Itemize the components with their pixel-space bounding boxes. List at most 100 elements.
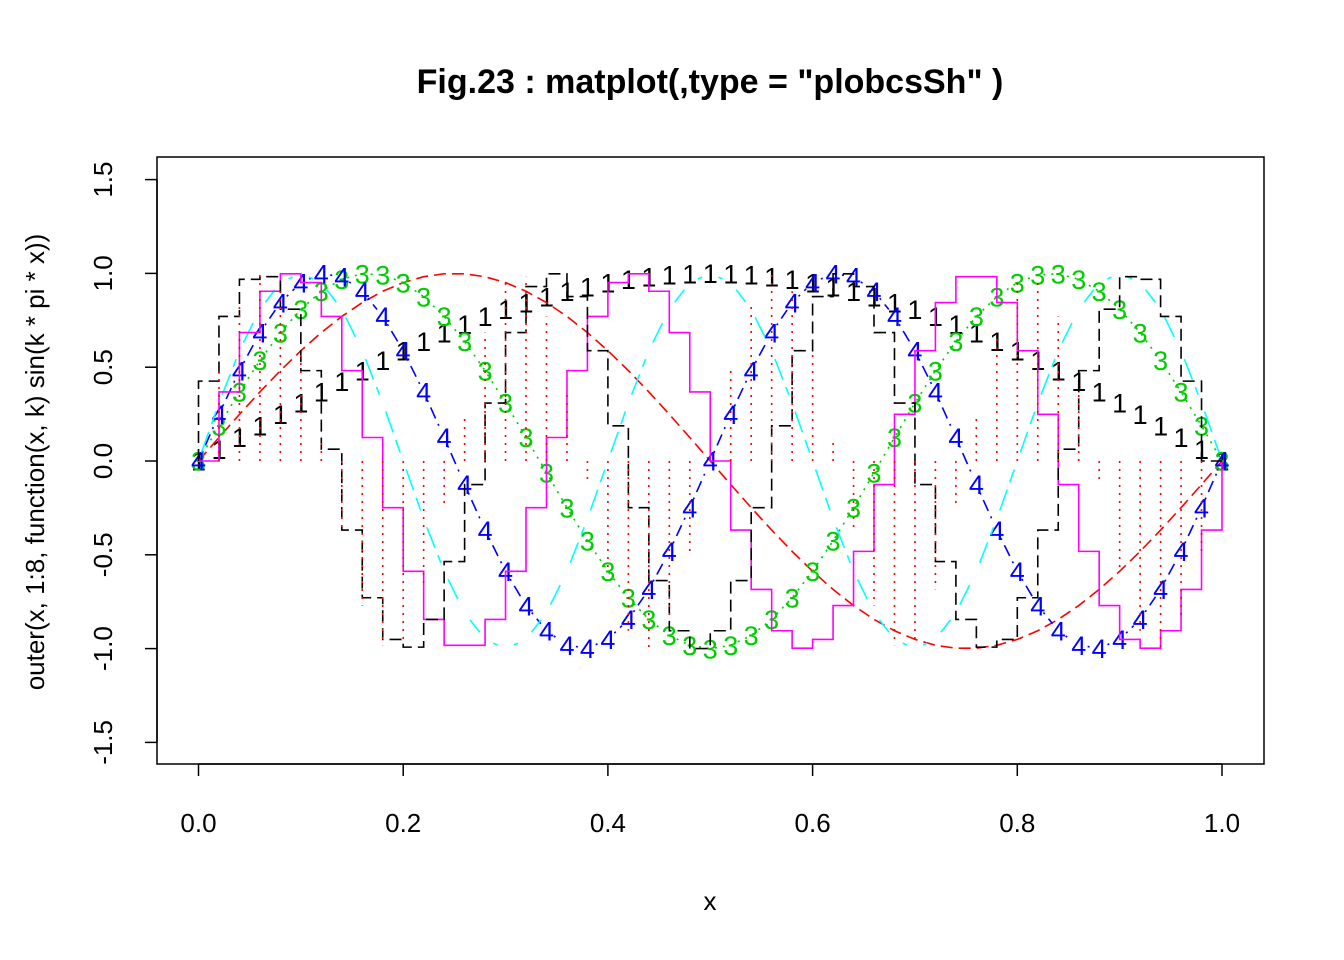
- series-5-segment: [1019, 411, 1036, 453]
- series-4-point: 4: [1051, 616, 1066, 646]
- series-5-segment: [902, 642, 908, 646]
- series-5-segment: [405, 469, 422, 511]
- series-1-point: 1: [969, 318, 984, 348]
- series-4-segment: [776, 309, 788, 326]
- series-5-segment: [492, 642, 498, 646]
- series-4-point: 4: [334, 262, 349, 292]
- series-1-point: 1: [416, 327, 431, 357]
- series-5-segment: [1203, 411, 1220, 453]
- series-5-segment: [469, 619, 481, 633]
- series-5-segment: [922, 642, 928, 646]
- series-4-point: 4: [1030, 591, 1045, 621]
- series-3-line: [197, 272, 1223, 650]
- series-1-point: 1: [703, 259, 718, 289]
- series-5-segment: [384, 411, 401, 453]
- x-tick-label: 0.2: [385, 808, 421, 838]
- series-5-segment: [589, 469, 606, 511]
- series-7-step: [197, 272, 1222, 650]
- series-4-point: 4: [764, 318, 779, 348]
- series-1-point: 1: [989, 327, 1004, 357]
- series-7: [197, 272, 1222, 650]
- series-4-point: 4: [355, 277, 370, 307]
- series-4-segment: [595, 642, 600, 646]
- y-tick-label: -1.0: [88, 626, 118, 671]
- series-4-point: 4: [539, 616, 554, 646]
- series-4-point: 4: [866, 277, 881, 307]
- series-1-point: 1: [805, 268, 820, 298]
- series-1-point: 1: [232, 423, 247, 453]
- series-1-point: 1: [846, 277, 861, 307]
- series-5-segment: [794, 411, 811, 453]
- series-3-point: 3: [641, 605, 656, 635]
- series-4-point: 4: [580, 634, 595, 664]
- series-5-segment: [447, 578, 462, 606]
- series-5-segment: [735, 289, 747, 303]
- series-4-segment: [613, 625, 623, 634]
- y-tick-label: -0.5: [88, 532, 118, 577]
- series-4-segment: [1164, 558, 1178, 582]
- series-5-segment: [754, 316, 769, 344]
- series-1-point: 1: [907, 295, 922, 325]
- series-3-point: 3: [928, 356, 943, 386]
- series-5-segment: [308, 276, 314, 280]
- series-5-segment: [856, 578, 871, 606]
- series-3-point: 3: [396, 268, 411, 298]
- series-4-point: 4: [396, 336, 411, 366]
- series-3-point: 3: [1030, 261, 1045, 291]
- series-4-segment: [201, 422, 217, 454]
- series-4-point: 4: [1071, 631, 1086, 661]
- series-5-segment: [959, 578, 974, 606]
- series-1-point: 1: [826, 272, 841, 302]
- series-1-point: 1: [1174, 423, 1189, 453]
- series-5-segment: [1061, 316, 1076, 344]
- series-5-segment: [1083, 289, 1095, 303]
- series-5-segment: [1183, 358, 1199, 395]
- series-5-segment: [1163, 316, 1178, 344]
- series-4-segment: [754, 340, 769, 364]
- series-3-point: 3: [785, 583, 800, 613]
- series-4-segment: [509, 578, 523, 599]
- y-tick-label: 1.5: [88, 162, 118, 198]
- series-5-segment: [718, 276, 723, 280]
- series-3-point: 3: [293, 295, 308, 325]
- series-4-segment: [1021, 578, 1034, 599]
- series-4-point: 4: [1133, 605, 1148, 635]
- series-1-point: 1: [785, 265, 800, 295]
- series-4-segment: [820, 276, 826, 280]
- series-5-segment: [610, 411, 627, 453]
- series-4-point: 4: [989, 516, 1004, 546]
- series-4-segment: [938, 399, 953, 430]
- series-1-point: 1: [1092, 378, 1107, 408]
- series-4-point: 4: [1174, 537, 1189, 567]
- series-3-point: 3: [1092, 277, 1107, 307]
- series-5-segment: [242, 316, 257, 344]
- series-3-point: 3: [1051, 259, 1066, 289]
- series-4-point: 4: [437, 423, 452, 453]
- series-4-point: 4: [478, 516, 493, 546]
- chart-title: Fig.23 : matplot(,type = "plobcsSh" ): [417, 63, 1004, 101]
- series-5-segment: [326, 289, 337, 303]
- series-1-point: 1: [539, 282, 554, 312]
- series-1-point: 1: [252, 412, 267, 442]
- series-5-segment: [221, 358, 237, 395]
- series-4-point: 4: [887, 302, 902, 332]
- x-tick-label: 1.0: [1204, 808, 1240, 838]
- series-3-point: 3: [1133, 318, 1148, 348]
- series-5-segment: [697, 276, 703, 280]
- series-3-point: 3: [375, 261, 390, 291]
- series-3-point: 3: [437, 302, 452, 332]
- series-5-segment: [835, 527, 852, 564]
- series-1-point: 1: [580, 272, 595, 302]
- series-1-point: 1: [498, 295, 513, 325]
- series-4-point: 4: [846, 262, 861, 292]
- series-4-point: 4: [662, 537, 677, 567]
- series-3-point: 3: [846, 493, 861, 523]
- series-4-segment: [979, 492, 994, 523]
- series-4-segment: [798, 288, 807, 297]
- series-4-point: 4: [621, 605, 636, 635]
- series-3-point: 3: [703, 634, 718, 664]
- series-5-segment: [426, 527, 442, 564]
- series-4-segment: [446, 445, 462, 477]
